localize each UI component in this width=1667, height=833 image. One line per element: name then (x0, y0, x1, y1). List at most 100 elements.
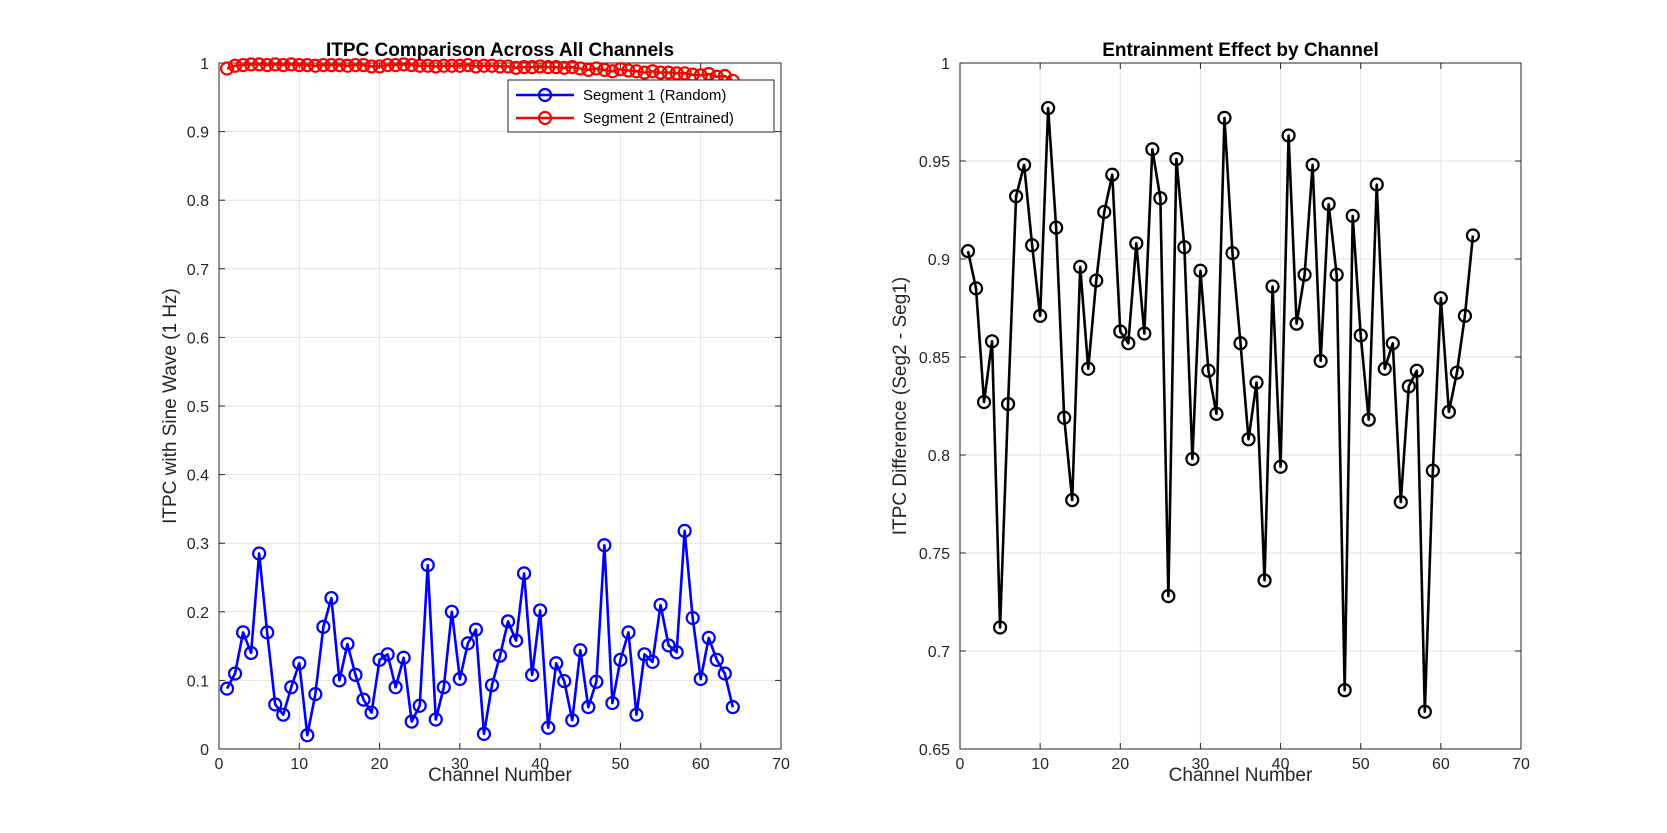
data-point (468, 59, 484, 74)
data-point (332, 57, 347, 73)
data-point (516, 60, 532, 75)
data-point (436, 58, 451, 73)
data-point (428, 59, 443, 74)
data-point (589, 674, 604, 689)
y-tick-label: 0.4 (187, 468, 209, 485)
legend-entry-label: Segment 1 (Random) (583, 87, 726, 104)
x-tick-label: 30 (1192, 756, 1210, 773)
data-point (1217, 110, 1232, 125)
data-point (492, 59, 508, 74)
data-point (717, 666, 732, 681)
data-point (1385, 336, 1400, 351)
data-point (476, 58, 492, 73)
y-tick-label: 0.7 (187, 262, 209, 279)
data-point (960, 244, 976, 259)
data-point (244, 57, 259, 72)
data-point (541, 60, 556, 75)
x-tick-label: 0 (956, 756, 965, 773)
data-point (1457, 308, 1473, 323)
series-1 (960, 100, 1481, 719)
chart-title: ITPC Comparison Across All Channels (326, 40, 674, 61)
x-tick-label: 60 (1432, 756, 1450, 773)
y-tick-label: 0 (200, 742, 209, 759)
legend-marker (537, 110, 553, 126)
data-point (324, 590, 339, 606)
data-point (1241, 432, 1256, 447)
axes-box (959, 62, 1522, 750)
data-point (1273, 459, 1288, 474)
data-point (1145, 142, 1160, 157)
data-point (1177, 240, 1192, 255)
data-point (484, 678, 500, 693)
y-tick-label: 0.75 (919, 546, 950, 563)
x-tick-label: 30 (451, 756, 469, 773)
data-point (412, 58, 427, 73)
data-point (525, 667, 540, 683)
data-point (573, 643, 588, 658)
data-point (1089, 273, 1104, 288)
data-point (525, 60, 540, 75)
series-1 (219, 523, 740, 743)
data-point (235, 625, 251, 640)
data-point (1441, 404, 1456, 419)
x-axis-label: Channel Number (428, 765, 572, 786)
data-point (1209, 406, 1224, 421)
data-point (685, 610, 700, 626)
data-point (284, 57, 299, 72)
data-point (1353, 328, 1368, 343)
x-tick-label: 20 (371, 756, 389, 773)
data-point (292, 57, 307, 73)
data-point (1409, 363, 1424, 378)
data-point (1465, 228, 1481, 243)
data-point (645, 654, 660, 669)
data-point (316, 57, 331, 73)
x-tick-label: 40 (1272, 756, 1290, 773)
data-point (557, 673, 572, 689)
data-point (1401, 379, 1416, 394)
chart-title: Entrainment Effect by Channel (1102, 40, 1379, 61)
data-point (1081, 361, 1096, 376)
data-point (420, 58, 435, 73)
data-point (1113, 324, 1128, 339)
data-point (1008, 189, 1024, 204)
data-point (1233, 336, 1248, 351)
data-point (340, 58, 355, 73)
y-tick-label: 0.85 (919, 350, 950, 367)
series-line (966, 106, 1475, 714)
data-point (252, 546, 267, 561)
data-point (1017, 157, 1032, 173)
data-point (653, 597, 668, 613)
data-point (637, 647, 652, 662)
y-tick-label: 0.65 (919, 742, 950, 759)
data-point (300, 57, 315, 73)
data-point (1041, 100, 1056, 116)
data-point (541, 720, 556, 735)
x-tick-label: 70 (772, 756, 790, 773)
data-point (324, 57, 339, 73)
data-point (573, 61, 588, 76)
data-point (1321, 197, 1336, 212)
data-point (1121, 336, 1136, 351)
data-point (436, 680, 451, 695)
data-point (372, 59, 387, 74)
data-point (1033, 308, 1048, 323)
data-point (976, 394, 992, 410)
x-axis-label: Channel Number (1169, 765, 1313, 786)
data-point (260, 625, 275, 640)
y-tick-label: 1 (941, 56, 950, 73)
data-point (452, 58, 467, 73)
data-point (1305, 157, 1320, 173)
y-axis-label: ITPC with Sine Wave (1 Hz) (160, 288, 181, 524)
data-point (308, 58, 323, 73)
data-point (1161, 589, 1176, 604)
data-point (356, 692, 371, 707)
data-point (1025, 238, 1040, 253)
data-point (581, 62, 596, 77)
data-point (420, 558, 435, 573)
data-point (1097, 204, 1112, 220)
y-tick-label: 0.1 (187, 673, 209, 690)
data-point (1057, 410, 1072, 425)
data-point (1337, 683, 1352, 698)
data-point (316, 619, 331, 634)
data-point (629, 707, 644, 722)
